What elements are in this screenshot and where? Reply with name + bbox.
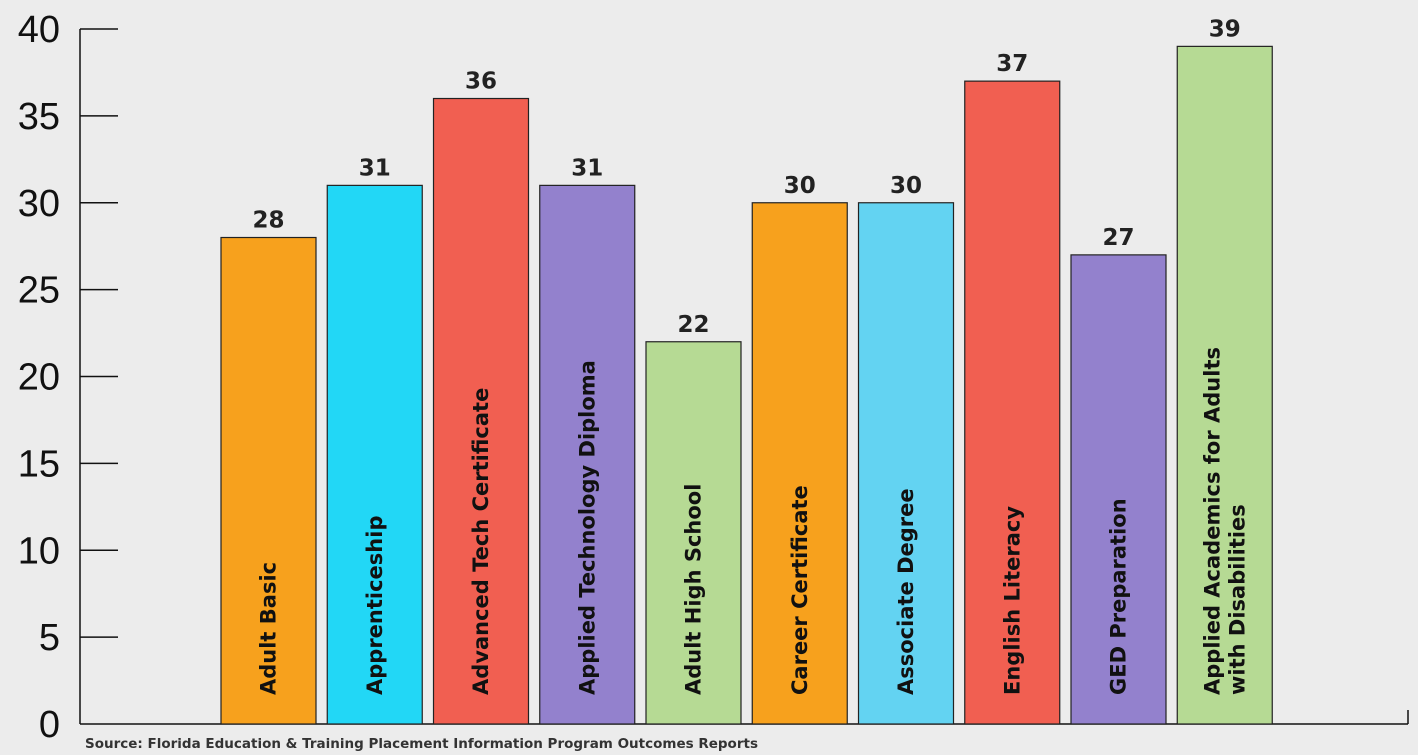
category-label: Adult Basic [257, 562, 281, 695]
bar-group: 27 GED Preparation [1070, 225, 1167, 725]
data-label: 31 [571, 155, 603, 181]
bar-group: 30 Associate Degree [857, 173, 955, 725]
bar-group: 39 Applied Academics for Adults with Disab… [1176, 16, 1273, 725]
bar [220, 236, 317, 725]
category-label: Advanced Tech Certificate [469, 388, 493, 695]
source-note: Source: Florida Education & Training Pla… [85, 736, 758, 752]
data-label: 28 [252, 208, 284, 234]
data-label: 22 [677, 312, 709, 338]
y-tick-label: 30 [18, 183, 60, 225]
bar [1070, 254, 1167, 725]
bar-group: 37 English Literacy [964, 51, 1061, 725]
y-tick-label: 0 [39, 704, 60, 746]
bar-group: 30 Career Certificate [751, 173, 848, 725]
bar [539, 184, 636, 725]
data-label: 30 [890, 173, 922, 199]
bar [1176, 45, 1273, 725]
category-label: Apprenticeship [363, 516, 387, 695]
bar [326, 184, 423, 725]
bar [751, 202, 848, 725]
bar [432, 97, 530, 725]
y-tick-label: 20 [18, 357, 60, 399]
bar [857, 202, 955, 725]
category-label: Career Certificate [788, 485, 812, 695]
y-tick-label: 25 [18, 270, 60, 312]
bar [645, 341, 742, 725]
data-label: 30 [784, 173, 816, 199]
data-label: 27 [1102, 225, 1134, 251]
category-label: Adult High School [682, 484, 706, 695]
data-label: 37 [996, 51, 1028, 77]
category-label: Associate Degree [894, 488, 918, 695]
chart-axes: 0 5 10 15 20 25 30 35 40 [18, 9, 1409, 746]
bar [964, 80, 1061, 725]
y-tick-label: 10 [18, 530, 60, 572]
bar-group: 28 Adult Basic [220, 208, 317, 725]
data-label: 36 [465, 69, 497, 95]
bar-group: 31 Applied Technology Diploma [539, 155, 636, 725]
y-tick-label: 15 [18, 443, 60, 485]
y-tick-label: 35 [18, 96, 60, 138]
y-tick-label: 40 [18, 9, 60, 51]
data-label: 31 [359, 155, 391, 181]
category-label: English Literacy [1000, 506, 1024, 695]
category-label: Applied Technology Diploma [575, 360, 599, 695]
bar-group: 31 Apprenticeship [326, 155, 423, 725]
y-tick-label: 5 [39, 617, 60, 659]
bar-group: 36 Advanced Tech Certificate [432, 69, 530, 725]
bar-group: 22 Adult High School [645, 312, 742, 725]
category-label: Applied Academics for Adults [1200, 347, 1224, 695]
chart-bars: 28 Adult Basic 31 Apprenticeship 36 Advanced … [220, 16, 1273, 725]
category-label: with Disabilities [1225, 504, 1249, 695]
data-label: 39 [1209, 16, 1241, 42]
category-label: GED Preparation [1107, 498, 1131, 695]
